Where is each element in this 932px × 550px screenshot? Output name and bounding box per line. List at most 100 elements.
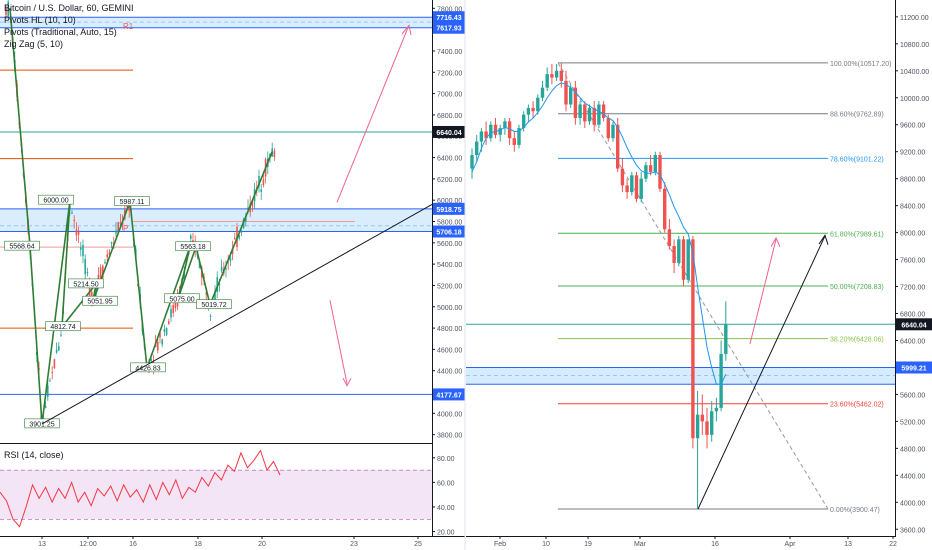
- left-candle-body: [80, 247, 82, 250]
- left-candle-body: [168, 321, 170, 324]
- left-y-tick-label: 4600.00: [437, 347, 462, 354]
- pivot-label-box: [38, 194, 74, 205]
- indicator-pivots-hl[interactable]: Pivots HL (10, 10): [4, 15, 76, 25]
- left-y-tick-label: 6200.00: [437, 177, 462, 184]
- left-candle-body: [102, 265, 104, 278]
- right-candle-body: [616, 124, 620, 169]
- left-y-tick-label: 5400.00: [437, 262, 462, 269]
- pivot-label: 3901.25: [29, 421, 54, 428]
- left-candle-body: [115, 230, 117, 234]
- right-candle-body: [489, 124, 493, 139]
- right-x-tick-label: Mar: [634, 541, 647, 548]
- right-candle-body: [648, 165, 653, 172]
- right-price-pane[interactable]: 100.00%(10517.20) 88.60%(9762.89) 78.60%(9…: [466, 0, 896, 536]
- left-candle-body: [260, 189, 262, 192]
- right-x-tick-label: 13: [844, 541, 852, 548]
- right-candle-body: [540, 87, 545, 98]
- left-candle-body: [170, 309, 172, 318]
- right-candle-body: [681, 239, 686, 280]
- right-candle-body: [667, 229, 672, 247]
- left-candle-body: [273, 150, 276, 158]
- rsi-band: [0, 470, 432, 520]
- down-arrow: [329, 300, 348, 384]
- left-price-label: 7716.43: [436, 15, 461, 22]
- left-candle-body: [240, 231, 243, 233]
- left-candle-body: [77, 230, 80, 235]
- left-candle-body: [157, 342, 159, 351]
- right-y-tick-label: 4000.00: [900, 500, 925, 507]
- left-y-tick-label: 7800.00: [437, 6, 462, 13]
- left-x-axis: 13 12:00 16 18 20 23 25: [0, 536, 465, 548]
- pivot-label: 4812.74: [50, 324, 75, 331]
- left-trendline[interactable]: [41, 204, 433, 425]
- right-candle-body: [663, 188, 667, 230]
- left-candle-body: [227, 261, 229, 263]
- left-candle-body: [190, 235, 192, 239]
- left-horizontal-lines: [0, 16, 432, 395]
- right-trendline[interactable]: [697, 235, 826, 510]
- rsi-band-lines: [0, 469, 432, 520]
- rsi-pane[interactable]: RSI (14, close): [0, 443, 432, 528]
- right-candle-body: [672, 246, 676, 263]
- left-candle-body: [99, 267, 102, 279]
- right-candle-body: [526, 107, 531, 115]
- left-candle-body: [165, 327, 168, 335]
- left-candle-body: [44, 405, 47, 408]
- pivot-r1-label: R1: [123, 22, 134, 31]
- indicator-pivots-traditional[interactable]: Pivots (Traditional, Auto, 15): [4, 27, 117, 37]
- left-price-pane[interactable]: 5568.64 6000.00 5987.11 5563.18 5214.50 5051.…: [0, 0, 433, 443]
- left-y-tick-label: 6400.00: [437, 156, 462, 163]
- up-arrow: [336, 27, 409, 203]
- left-candle-body: [108, 252, 111, 255]
- fib-label: 78.60%(9101.22): [830, 156, 884, 163]
- pivot-label: 5987.11: [120, 199, 145, 206]
- left-candle-body: [73, 219, 75, 222]
- pivot-label-box: [196, 299, 232, 309]
- left-candle-body: [51, 371, 53, 373]
- left-candle-body: [214, 291, 216, 301]
- right-up-arrowhead: [770, 236, 781, 248]
- right-price-label-box: [896, 318, 932, 331]
- left-candle-body: [47, 385, 49, 397]
- right-candle-body: [512, 138, 516, 145]
- right-candle-body: [545, 74, 549, 88]
- right-candle-body: [597, 104, 601, 125]
- right-candle-body: [470, 155, 474, 169]
- right-x-tick-label: 22: [889, 541, 897, 548]
- pivot-label-box: [114, 196, 150, 206]
- left-price-label-box: [433, 11, 465, 24]
- left-candle-body: [238, 235, 240, 239]
- left-x-tick-label: 25: [414, 541, 422, 548]
- rsi-y-tick-label: 20.00: [437, 530, 455, 537]
- right-candle-body: [587, 107, 592, 122]
- right-x-axis: Feb 10 19 Mar 16 Apr 13 22: [466, 536, 897, 548]
- left-candle-body: [229, 257, 232, 262]
- right-candle-body: [710, 411, 714, 435]
- right-candle-body: [653, 155, 657, 172]
- left-candle-body: [234, 237, 236, 240]
- right-candle-body: [531, 107, 535, 112]
- left-candle-body: [110, 241, 113, 244]
- right-candles: [470, 62, 728, 510]
- trend-arrowhead: [818, 234, 829, 245]
- right-candle-body: [554, 70, 559, 78]
- left-price-label: 7617.93: [436, 26, 461, 33]
- pivot-label-box: [68, 278, 104, 289]
- left-y-tick-label: 4400.00: [437, 369, 462, 376]
- right-candle-body: [644, 165, 648, 179]
- right-candle-body: [719, 353, 723, 408]
- right-candle-body: [601, 104, 606, 118]
- right-y-axis: 3600.00 4000.00 4400.00 4800.00 5200.00 5600.…: [895, 0, 932, 550]
- right-y-tick-label: 7600.00: [900, 258, 925, 265]
- left-candle-body: [258, 175, 260, 187]
- pivot-label: 5214.50: [73, 281, 98, 288]
- rsi-y-tick-label: 80.00: [437, 456, 455, 463]
- left-candle-body: [88, 280, 91, 298]
- left-price-label-box: [433, 125, 465, 138]
- up-arrowhead: [401, 24, 412, 36]
- right-candle-body: [550, 74, 554, 78]
- indicator-zigzag[interactable]: Zig Zag (5, 10): [4, 39, 63, 49]
- fib-label: 61.80%(7989.61): [830, 231, 884, 238]
- fib-label: 88.60%(9762.89): [830, 112, 884, 119]
- right-zones: [466, 323, 896, 385]
